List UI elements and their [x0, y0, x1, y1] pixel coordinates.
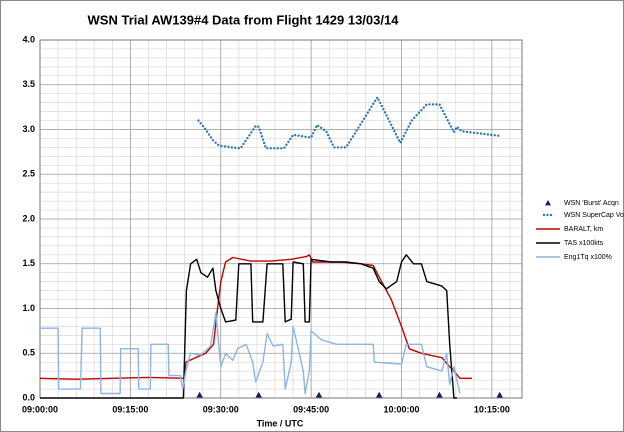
- data-marker: [255, 391, 262, 398]
- data-marker: [196, 391, 203, 398]
- series-line: [197, 96, 501, 150]
- x-axis-title: Time / UTC: [257, 418, 304, 428]
- chart-title: WSN Trial AW139#4 Data from Flight 1429 …: [88, 12, 400, 27]
- y-tick-label: 1.0: [22, 303, 35, 313]
- legend-label: TAS x100kts: [564, 240, 604, 247]
- series-line: [40, 312, 461, 395]
- y-tick-label: 2.0: [22, 213, 35, 223]
- plot-frame: [39, 39, 523, 399]
- legend-label: WSN 'Burst' Acqn: [564, 200, 619, 207]
- legend-label: WSN SuperCap Volts: [564, 212, 624, 219]
- x-tick-label: 09:45:00: [293, 404, 329, 414]
- data-marker: [496, 391, 503, 398]
- y-tick-label: 1.5: [22, 258, 35, 268]
- y-tick-label: 0.5: [22, 348, 35, 358]
- y-tick-label: 4.0: [22, 34, 35, 44]
- series-line: [40, 254, 457, 399]
- data-marker: [436, 391, 443, 398]
- y-tick-label: 3.0: [22, 124, 35, 134]
- x-tick-label: 09:00:00: [22, 404, 58, 414]
- legend-swatch: [545, 200, 551, 206]
- y-tick-label: 3.5: [22, 79, 35, 89]
- y-tick-label: 2.5: [22, 169, 35, 179]
- series-line: [39, 254, 472, 380]
- y-tick-label: 0.0: [22, 392, 35, 402]
- x-tick-label: 09:15:00: [112, 404, 148, 414]
- x-tick-label: 09:30:00: [203, 404, 239, 414]
- legend-label: Eng1Tq x100%: [564, 254, 612, 261]
- x-tick-label: 10:15:00: [474, 404, 510, 414]
- x-tick-label: 10:00:00: [383, 404, 419, 414]
- data-marker: [315, 391, 323, 398]
- legend-label: BARALT, km: [564, 226, 603, 233]
- data-marker: [376, 391, 383, 398]
